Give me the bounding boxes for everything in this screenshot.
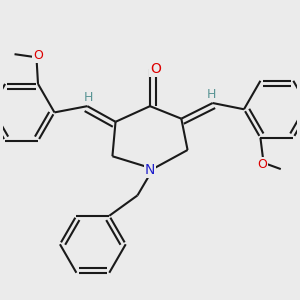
Text: O: O <box>257 158 267 171</box>
Text: N: N <box>145 164 155 177</box>
Text: H: H <box>206 88 216 101</box>
Text: O: O <box>33 49 43 62</box>
Text: O: O <box>150 61 161 76</box>
Text: H: H <box>84 91 94 104</box>
